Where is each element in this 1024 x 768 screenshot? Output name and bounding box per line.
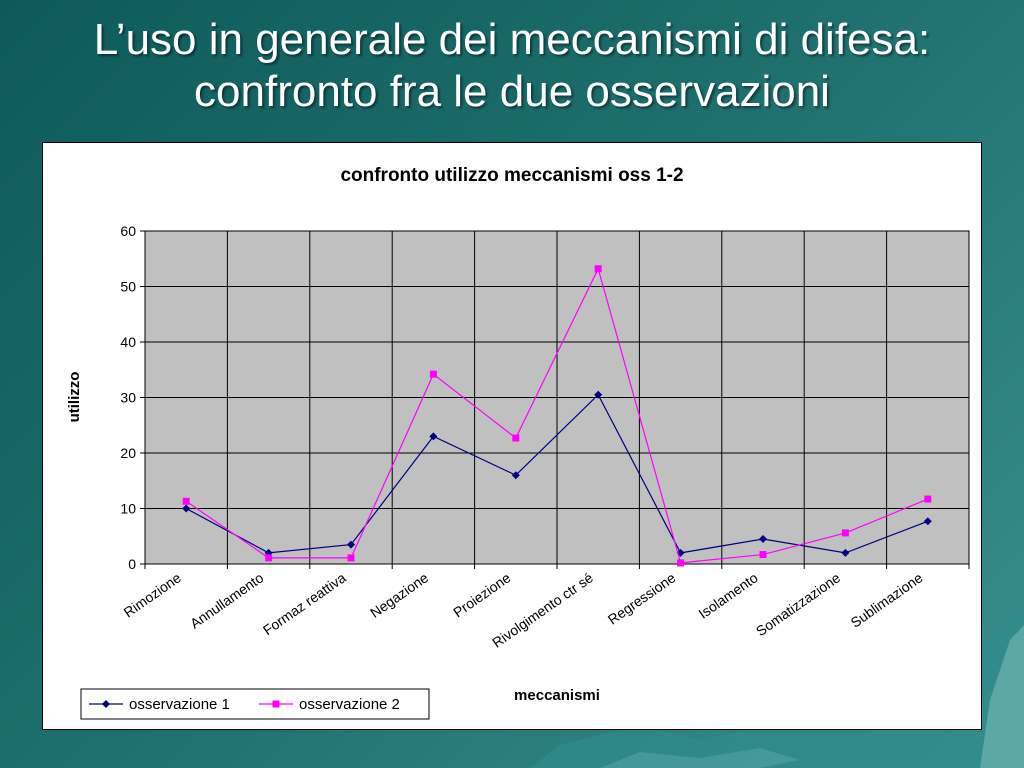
y-tick-label: 60 — [120, 223, 136, 239]
line-chart: confronto utilizzo meccanismi oss 1-2 ut… — [66, 165, 970, 720]
x-tick-label: Negazione — [367, 569, 431, 621]
data-point-series-1 — [594, 390, 603, 399]
legend-label-2: osservazione 2 — [299, 696, 400, 713]
data-point-series-1 — [429, 432, 438, 441]
legend-label-1: osservazione 1 — [129, 696, 230, 713]
data-point-series-2 — [265, 554, 273, 562]
data-point-series-2 — [759, 551, 767, 559]
x-tick-label: Rimozione — [121, 569, 185, 620]
data-point-series-1 — [841, 548, 850, 557]
plot-area: 0 10 20 30 40 50 60 Rimozione AnnullamentoFormaz… — [120, 223, 970, 651]
series-line-1 — [185, 393, 929, 554]
series-line-2 — [185, 267, 929, 564]
x-tick-label: Sublimazione — [847, 569, 925, 630]
data-point-series-2 — [347, 554, 355, 562]
x-tick-label: Annullamento — [187, 569, 266, 631]
data-point-series-2 — [429, 370, 437, 378]
data-point-series-1 — [676, 548, 685, 557]
data-point-series-1 — [182, 504, 191, 513]
data-point-series-1 — [347, 540, 355, 549]
chart-legend: osservazione 1 osservazione 2 — [80, 688, 430, 720]
data-point-series-2 — [924, 495, 932, 503]
slide-title-line-1: L’uso in generale dei meccanismi di dife… — [93, 15, 931, 64]
y-axis-label: utilizzo — [66, 372, 83, 423]
chart-title: confronto utilizzo meccanismi oss 1-2 — [340, 165, 683, 186]
data-point-series-2 — [841, 529, 849, 537]
x-tick-label: Formaz reattiva — [260, 569, 349, 638]
y-tick-label: 40 — [120, 334, 136, 350]
slide-title: L’uso in generale dei meccanismi di dife… — [0, 14, 1024, 118]
y-tick-label: 10 — [120, 501, 136, 517]
x-tick-label: Somatizzazione — [753, 569, 843, 639]
data-point-series-1 — [923, 517, 932, 526]
data-point-series-2 — [182, 497, 190, 505]
y-tick-label: 50 — [120, 279, 136, 295]
chart-container: confronto utilizzo meccanismi oss 1-2 ut… — [42, 142, 982, 730]
y-tick-label: 20 — [120, 445, 136, 461]
y-tick-label: 30 — [120, 390, 136, 406]
x-tick-label: Regressione — [605, 569, 679, 627]
data-point-series-2 — [594, 265, 602, 273]
legend-marker-1 — [102, 700, 110, 708]
data-point-series-1 — [264, 548, 273, 557]
x-axis-label: meccanismi — [514, 687, 600, 704]
data-point-series-1 — [759, 535, 767, 544]
x-tick-label: Isolamento — [695, 569, 760, 622]
legend-box — [80, 688, 430, 720]
data-point-series-2 — [512, 434, 520, 442]
legend-marker-2 — [272, 700, 280, 708]
data-point-series-1 — [511, 471, 520, 480]
data-point-series-2 — [677, 559, 685, 567]
x-tick-label: Proiezione — [450, 569, 514, 620]
slide-title-line-2: confronto fra le due osservazioni — [194, 67, 830, 116]
y-tick-label: 0 — [128, 556, 136, 572]
